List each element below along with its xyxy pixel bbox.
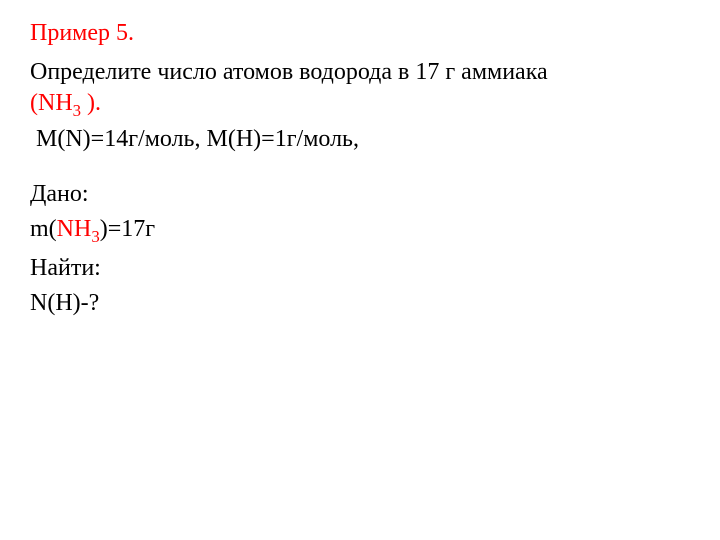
formula-open: (NH	[30, 90, 73, 116]
problem-line1: Определите число атомов водорода в 17 г …	[30, 59, 548, 85]
mass-formula: NH	[57, 216, 92, 242]
find-label: Найти:	[30, 255, 690, 282]
given-label: Дано:	[30, 181, 690, 208]
problem-statement: Определите число атомов водорода в 17 г …	[30, 57, 690, 122]
molar-mass-info: М(N)=14г/моль, М(Н)=1г/моль,	[36, 126, 690, 153]
find-value: N(H)-?	[30, 290, 690, 317]
formula-subscript: 3	[73, 101, 81, 120]
mass-subscript: 3	[91, 227, 99, 246]
mass-suffix: )=17г	[100, 216, 155, 242]
formula-close: ).	[81, 90, 101, 116]
mass-prefix: m(	[30, 216, 57, 242]
example-title: Пример 5.	[30, 20, 690, 47]
mass-line: m(NH3)=17г	[30, 216, 690, 247]
